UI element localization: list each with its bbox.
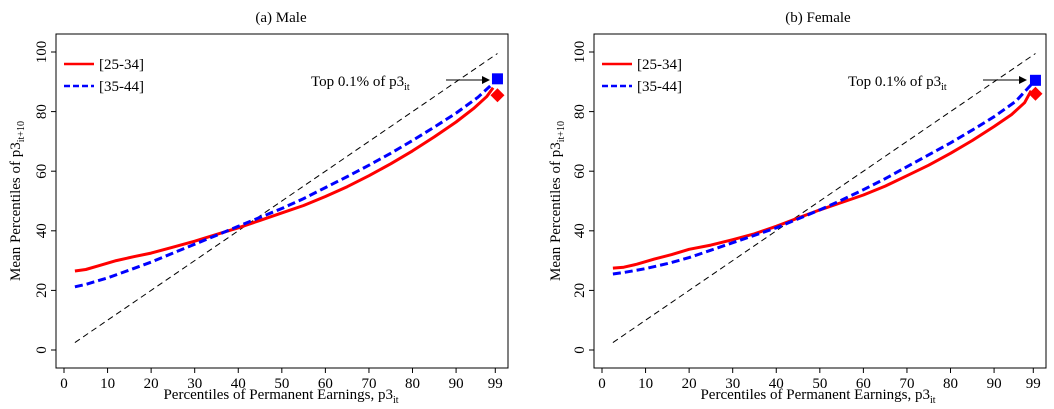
y-tick-label: 80	[34, 104, 50, 119]
y-tick-label: 100	[572, 41, 588, 64]
y-tick-label: 40	[572, 223, 588, 238]
chart-panel-female: (b) Female 0 10 20 30 40 50 60 70 80 90 99 0 20 40 60 8…	[527, 0, 1054, 409]
chart-svg-female: (b) Female 0 10 20 30 40 50 60 70 80 90 99 0 20 40 60 8…	[548, 10, 1047, 406]
x-tick-label: 30	[725, 376, 740, 392]
y-axis-label-subscript: it+10	[16, 121, 27, 142]
annotation-text: Top 0.1% of p3	[311, 74, 404, 90]
x-axis-label-text: Percentiles of Permanent Earnings, p3	[163, 387, 393, 403]
annotation-label: Top 0.1% of p3it	[311, 74, 410, 93]
x-axis-label: Percentiles of Permanent Earnings, p3it	[700, 387, 935, 406]
legend-label-35-44: [35-44]	[99, 79, 144, 95]
x-tick-label: 10	[100, 376, 115, 392]
reference-line-group	[612, 53, 1036, 343]
x-axis-label-subscript: it	[930, 395, 936, 406]
y-tick-label: 60	[34, 164, 50, 179]
series-group	[612, 83, 1033, 276]
y-tick-label: 20	[572, 283, 588, 298]
x-tick-label: 60	[318, 376, 333, 392]
series-line-25-34	[74, 86, 495, 273]
x-tick-label: 0	[60, 376, 68, 392]
y-tick-label: 60	[572, 164, 588, 179]
legend-label-25-34: [25-34]	[637, 57, 682, 73]
chart-title: (b) Female	[785, 10, 851, 26]
annotation-subscript: it	[404, 82, 410, 93]
annotation-text: Top 0.1% of p3	[848, 74, 941, 90]
legend: [25-34] [35-44]	[64, 57, 144, 95]
x-tick-label: 30	[187, 376, 202, 392]
legend-label-35-44: [35-44]	[637, 79, 682, 95]
x-tick-label: 80	[943, 376, 958, 392]
x-tick-label: 99	[1026, 376, 1041, 392]
x-tick-label: 99	[488, 376, 503, 392]
x-tick-label: 70	[899, 376, 914, 392]
y-tick-label: 0	[572, 346, 588, 354]
top-marker-diamond	[1028, 86, 1043, 101]
axis-ticks: 0 10 20 30 40 50 60 70 80 90 99 0 20 40 60 80 100	[34, 41, 503, 392]
y-tick-label: 20	[34, 283, 50, 298]
series-line-25-34	[612, 89, 1033, 270]
x-axis-label-text: Percentiles of Permanent Earnings, p3	[700, 387, 930, 403]
y-axis-label-text: Mean Percentiles of p3	[8, 142, 24, 281]
legend-label-25-34: [25-34]	[99, 57, 144, 73]
y-axis-label-text: Mean Percentiles of p3	[548, 142, 564, 281]
y-axis-label-subscript: it+10	[556, 121, 567, 142]
x-tick-label: 40	[769, 376, 784, 392]
annotation-arrow	[446, 76, 490, 84]
top-markers-group	[490, 73, 505, 103]
x-tick-label: 90	[987, 376, 1002, 392]
x-tick-label: 50	[812, 376, 827, 392]
x-tick-label: 70	[361, 376, 376, 392]
chart-title: (a) Male	[255, 10, 307, 26]
top-marker-square	[491, 73, 503, 85]
top-marker-diamond	[490, 88, 505, 103]
y-axis-label: Mean Percentiles of p3it+10	[8, 121, 27, 281]
annotation-label: Top 0.1% of p3it	[848, 74, 947, 93]
legend: [25-34] [35-44]	[602, 57, 682, 95]
chart-svg-male: (a) Male 0 10 20 30 40 50 60 70 80 90 99 0 20 40 60 80 1…	[8, 10, 509, 406]
reference-45-degree-line	[74, 53, 498, 343]
x-tick-label: 60	[856, 376, 871, 392]
y-tick-label: 40	[34, 223, 50, 238]
x-tick-label: 50	[274, 376, 289, 392]
y-tick-label: 0	[34, 346, 50, 354]
series-line-35-44	[74, 82, 495, 289]
annotation-arrow	[983, 76, 1027, 84]
y-tick-label: 80	[572, 104, 588, 119]
chart-panel-male: (a) Male 0 10 20 30 40 50 60 70 80 90 99 0 20 40 60 80 1…	[8, 10, 509, 406]
x-tick-label: 20	[144, 376, 159, 392]
top-markers-group	[1028, 74, 1043, 101]
x-axis-label: Percentiles of Permanent Earnings, p3it	[163, 387, 398, 406]
axis-ticks: 0 10 20 30 40 50 60 70 80 90 99 0 20 40 60 80 100	[572, 41, 1041, 392]
x-tick-label: 10	[638, 376, 653, 392]
x-tick-label: 40	[231, 376, 246, 392]
annotation-subscript: it	[941, 82, 947, 93]
x-axis-label-subscript: it	[393, 395, 399, 406]
series-group	[74, 82, 495, 289]
reference-line-group	[74, 53, 498, 343]
y-tick-label: 100	[34, 41, 50, 64]
x-tick-label: 90	[449, 376, 464, 392]
top-marker-square	[1029, 74, 1041, 86]
x-tick-label: 20	[682, 376, 697, 392]
x-tick-label: 0	[598, 376, 606, 392]
reference-45-degree-line	[612, 53, 1036, 343]
series-line-35-44	[612, 83, 1033, 276]
x-tick-label: 80	[405, 376, 420, 392]
y-axis-label: Mean Percentiles of p3it+10	[548, 121, 567, 281]
